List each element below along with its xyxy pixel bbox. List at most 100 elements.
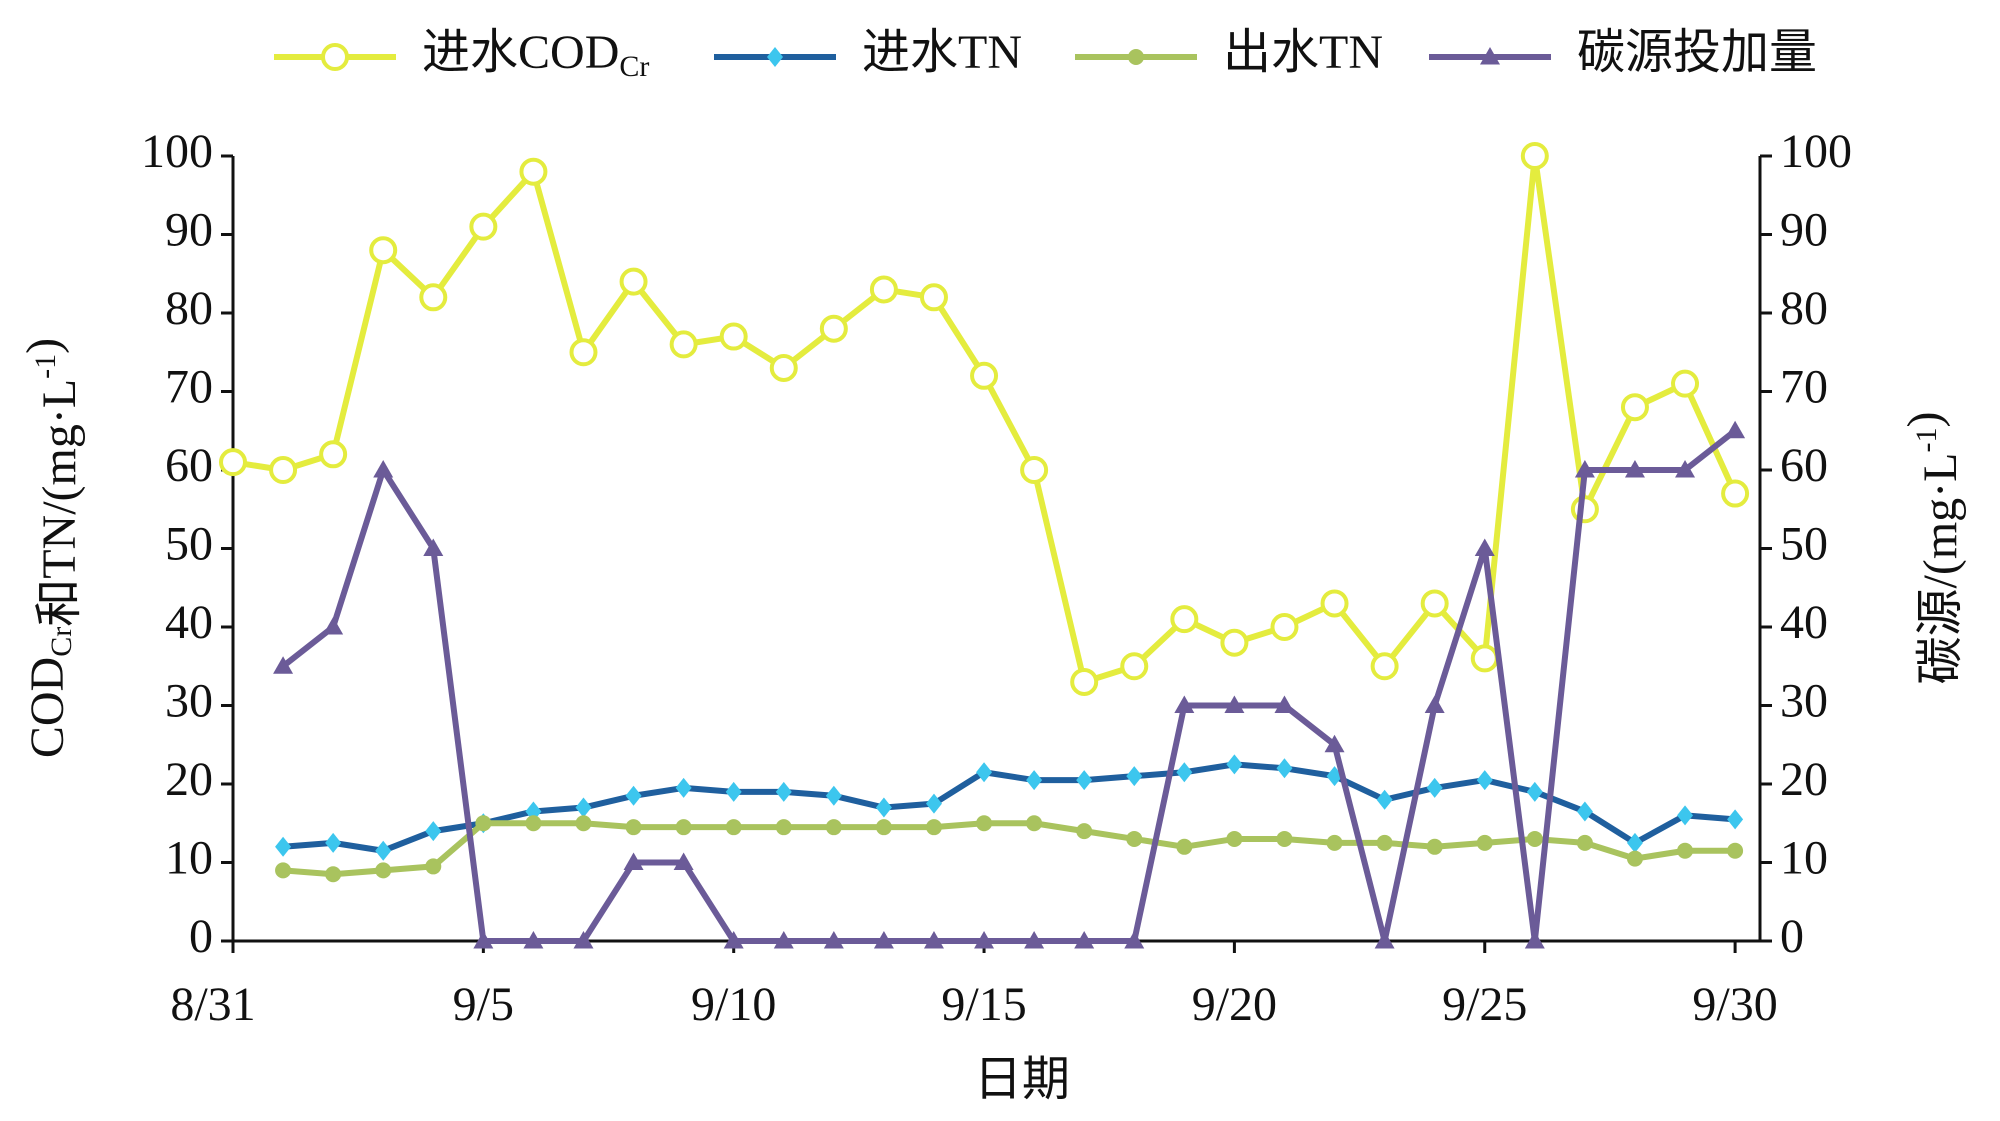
point [767,47,783,67]
y2-tick-label: 0 [1780,910,1804,963]
y-tick-label: 30 [165,675,213,728]
x-tick-label: 8/31 [170,978,255,1031]
point [1076,823,1093,840]
point [775,781,792,802]
point [321,43,349,71]
series-line [281,428,1737,944]
point [1426,777,1443,798]
point [1024,931,1045,949]
point [1276,758,1293,779]
point [575,797,592,818]
point [1120,652,1149,681]
point [925,793,942,814]
point [625,785,642,806]
y-tick-label: 0 [189,910,213,963]
point [1526,781,1543,802]
point [1476,770,1493,791]
point [1526,830,1543,847]
point [669,330,698,359]
point [923,931,944,949]
point [573,931,594,949]
point [825,785,842,806]
point [1076,770,1093,791]
y-tick-label: 10 [165,832,213,885]
point [425,821,442,842]
point [1274,695,1295,713]
point [623,852,644,870]
y2-tick-label: 70 [1780,361,1828,414]
point [1470,644,1499,673]
point [619,267,648,296]
y2-tick-label: 20 [1780,753,1828,806]
point [1677,842,1694,859]
y2-tick-label: 60 [1780,439,1828,492]
point [869,275,898,304]
y-tick-label: 100 [141,125,213,178]
point [273,656,294,674]
point [275,862,292,879]
point [723,931,744,949]
point [369,236,398,265]
point [819,314,848,343]
x-tick-label: 9/15 [941,978,1026,1031]
point [1376,834,1393,851]
legend-label: 进水TN [862,26,1022,79]
point [873,931,894,949]
point [1370,652,1399,681]
series-line [282,820,1736,878]
point [1320,589,1349,618]
point [1020,456,1049,484]
point [673,852,694,870]
point [325,866,342,883]
point [275,836,292,857]
y-tick-label: 60 [165,439,213,492]
x-tick-label: 9/25 [1442,978,1527,1031]
point [425,858,442,875]
y2-tick-label: 10 [1780,832,1828,885]
point [719,322,748,351]
point [1176,838,1193,855]
point [919,283,948,312]
point [1374,931,1395,949]
point [519,157,548,186]
point [1671,369,1700,398]
point [974,931,995,949]
point [1220,628,1249,657]
x-tick-label: 9/30 [1692,978,1777,1031]
point [875,797,892,818]
point [1170,605,1199,634]
y-axis-label: CODCr和TN/(mg·L-1) [17,338,86,758]
point [875,819,892,836]
point [1124,931,1145,949]
point [1576,801,1593,822]
point [1226,830,1243,847]
point [1524,931,1545,949]
point [1480,47,1500,65]
y2-tick-label: 80 [1780,282,1828,335]
y2-tick-label: 40 [1780,596,1828,649]
point [1026,770,1043,791]
y-tick-label: 80 [165,282,213,335]
point [1520,142,1549,170]
point [976,815,993,832]
point [1376,789,1393,810]
point [1224,695,1245,713]
series-line [232,153,1738,685]
point [373,460,394,478]
point [1476,834,1493,851]
point [1126,766,1143,787]
x-tick-label: 9/20 [1192,978,1277,1031]
point [325,832,342,853]
point [1725,420,1746,439]
point [725,819,742,836]
point [575,815,592,832]
point [375,840,392,861]
point [1276,830,1293,847]
point [323,617,344,635]
point [523,931,544,949]
point [1727,842,1744,859]
point [1324,734,1345,753]
point [1074,931,1095,949]
point [970,361,999,390]
